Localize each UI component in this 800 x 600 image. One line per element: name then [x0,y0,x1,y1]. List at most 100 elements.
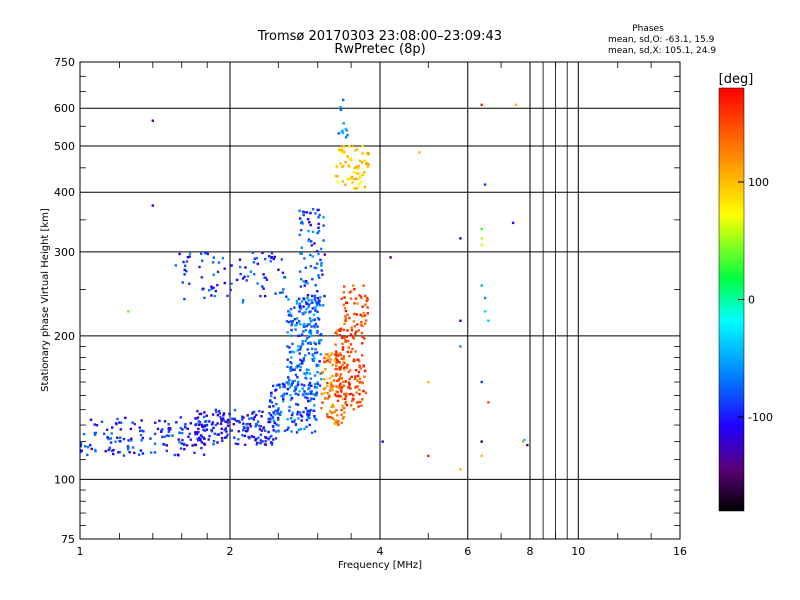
data-point [188,432,191,435]
data-point [272,419,276,423]
data-point [322,239,325,242]
data-point [312,393,315,396]
data-point [272,405,275,408]
data-point [304,373,307,376]
data-point [306,323,310,326]
data-point [286,358,289,361]
data-point [344,395,348,398]
data-point [184,422,187,426]
data-point [271,415,275,419]
data-point [320,261,323,265]
data-point [158,419,161,423]
data-point [116,417,119,421]
data-point [285,320,289,323]
data-point [224,427,227,430]
data-point [328,410,332,413]
data-point [242,298,245,302]
data-point [204,251,207,255]
data-point [326,384,329,388]
data-point [313,404,316,407]
data-point [338,384,342,387]
data-point [326,359,329,363]
data-point [309,223,312,227]
data-point [320,332,323,336]
data-point [336,175,339,178]
data-point [287,314,291,317]
data-point [184,426,187,429]
data-point [273,255,276,259]
data-point [307,238,311,241]
data-point [267,430,270,434]
data-point [281,382,284,386]
data-point [298,302,302,306]
data-point [210,294,213,297]
data-point [252,410,256,414]
data-point [304,329,308,332]
data-point [230,282,233,285]
data-point [129,427,132,431]
data-point [300,359,303,363]
data-point [306,342,310,345]
data-point [226,418,230,422]
data-point [241,277,245,280]
data-point [255,413,258,417]
data-point [523,438,526,442]
colorbar-tick-label: 0 [748,294,755,307]
data-point [180,442,183,445]
data-point [149,437,152,440]
data-point [330,405,333,408]
data-point [270,394,273,398]
data-point [483,183,487,186]
data-point [299,428,303,431]
data-point [289,394,292,397]
data-point [303,257,306,260]
data-point [353,177,357,181]
y-tick-label: 750 [54,56,75,69]
data-point [108,447,111,450]
data-point [339,108,343,112]
data-point [341,417,345,420]
data-point [249,270,252,273]
data-point [480,440,483,443]
data-point [242,422,245,425]
data-point [221,439,224,443]
data-point [243,434,247,438]
data-point [122,454,126,457]
data-point [311,278,314,281]
data-point [301,362,304,365]
data-point [291,350,294,354]
data-point [340,390,343,394]
data-point [480,227,483,231]
data-point [219,415,222,419]
data-point [358,388,361,391]
data-point [418,151,421,154]
data-point [341,397,345,401]
data-point [304,354,307,357]
data-point [225,430,228,433]
data-point [338,334,342,337]
data-point [295,431,299,434]
data-point [354,369,358,372]
data-point [304,407,308,410]
data-point [288,378,291,382]
data-point [298,348,301,351]
data-point [202,442,206,445]
data-point [297,428,300,431]
data-point [361,152,364,155]
data-point [272,384,275,388]
data-point [283,392,286,396]
data-point [302,305,305,308]
data-point [311,358,314,361]
data-point [291,368,294,372]
data-point [277,268,280,271]
data-point [344,317,347,320]
data-point [270,434,273,438]
data-point [313,386,317,389]
data-point [140,439,143,442]
data-point [315,418,318,421]
data-point [274,292,277,295]
data-point [353,166,357,169]
data-point [270,443,274,446]
data-point [366,306,369,309]
data-point [200,252,203,255]
